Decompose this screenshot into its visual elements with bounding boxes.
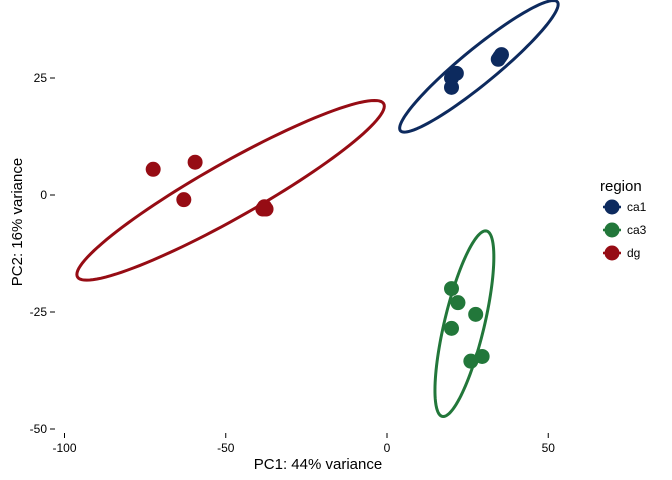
- confidence-ellipses: [75, 0, 560, 419]
- x-tick-label: 0: [384, 441, 391, 455]
- ellipse-ca3: [433, 229, 496, 419]
- data-points: [145, 47, 509, 369]
- point-ca3-3: [468, 306, 484, 322]
- y-tick-label: -50: [30, 422, 48, 436]
- x-tick-label: 50: [542, 441, 556, 455]
- point-dg-6: [255, 201, 271, 217]
- y-tick-label: 0: [40, 188, 47, 202]
- legend-title: region: [600, 178, 642, 195]
- x-axis-title: PC1: 44% variance: [254, 456, 382, 473]
- point-ca3-1: [444, 281, 459, 297]
- point-dg-1: [145, 161, 161, 177]
- y-axis-title: PC2: 16% variance: [9, 158, 26, 286]
- legend-label-dg: dg: [627, 246, 640, 260]
- x-axis: -100 -50 0 50: [52, 433, 555, 455]
- ellipse-ca1: [398, 0, 560, 134]
- y-tick-label: 25: [34, 71, 48, 85]
- point-ca3-2: [450, 295, 466, 311]
- point-ca3-6: [463, 353, 479, 369]
- point-dg-3: [176, 192, 192, 208]
- x-tick-label: -50: [217, 441, 235, 455]
- point-ca3-4: [444, 320, 459, 336]
- ellipse-dg: [75, 98, 386, 282]
- legend-label-ca3: ca3: [627, 223, 647, 237]
- legend: region ca1 ca3 dg: [600, 178, 647, 261]
- x-tick-label: -100: [52, 441, 76, 455]
- point-dg-2: [187, 154, 203, 170]
- y-axis: -50 -25 0 25: [30, 71, 55, 436]
- point-ca1-3: [448, 65, 464, 81]
- y-tick-label: -25: [30, 305, 48, 319]
- point-ca1-6: [493, 47, 509, 63]
- point-ca3-5: [474, 348, 490, 364]
- legend-label-ca1: ca1: [627, 200, 647, 214]
